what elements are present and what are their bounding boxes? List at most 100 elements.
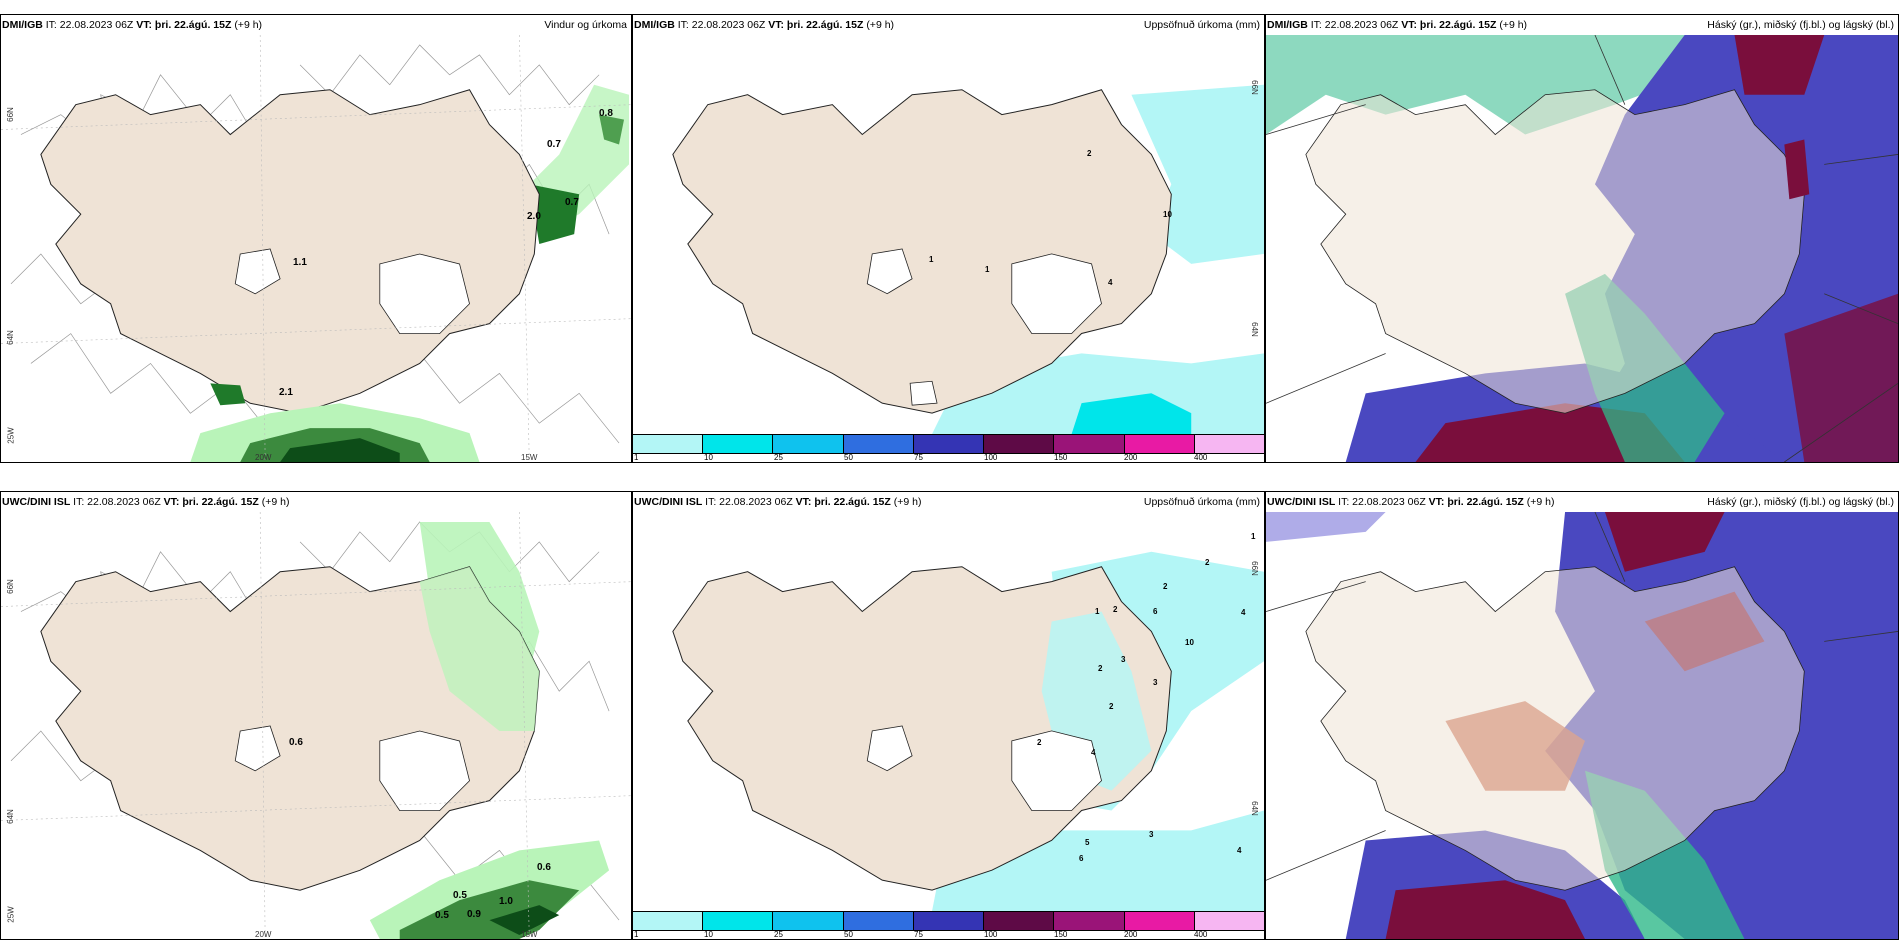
lead-time: (+9 h) xyxy=(866,19,895,31)
precip-value-label: 2 xyxy=(1109,702,1114,711)
precip-value-label: 1 xyxy=(985,265,990,274)
model-name: DMI/IGB xyxy=(2,19,43,31)
precip-value-label: 1 xyxy=(1095,607,1100,616)
colorbar-tick: 25 xyxy=(774,930,783,939)
lat-label-64n: 64N xyxy=(5,330,15,345)
panel-title: Háský (gr.), miðský (fj.bl.) og lágský (… xyxy=(1707,496,1894,508)
colorbar-swatch xyxy=(984,912,1055,930)
panel-title: Uppsöfnuð úrkoma (mm) xyxy=(1143,19,1260,31)
colorbar-tick: 1 xyxy=(634,453,639,462)
lat-label-64n: 64N xyxy=(1250,322,1260,337)
precip-value-label: 1 xyxy=(929,255,934,264)
init-time: IT: 22.08.2023 06Z xyxy=(705,496,793,508)
wind-precip-map xyxy=(1,512,631,939)
colorbar xyxy=(633,434,1264,454)
model-name: UWC/DINI ISL xyxy=(1267,496,1336,508)
panel-header: DMI/IGB IT: 22.08.2023 06Z VT: þri. 22.á… xyxy=(1266,15,1898,35)
panel-accum-precip-dmi: DMI/IGB IT: 22.08.2023 06Z VT: þri. 22.á… xyxy=(632,14,1265,463)
lon-label-25w: 25W xyxy=(6,427,16,444)
init-time: IT: 22.08.2023 06Z xyxy=(1310,19,1399,31)
valid-time: VT: þri. 22.ágú. 15Z xyxy=(136,19,232,31)
init-time: IT: 22.08.2023 06Z xyxy=(677,19,766,31)
precip-value-label: 0.9 xyxy=(467,909,481,920)
precip-value-label: 6 xyxy=(1153,607,1158,616)
lon-label-20w: 20W xyxy=(255,930,272,939)
lat-label-66n: 66N xyxy=(5,579,15,594)
colorbar-tick: 1 xyxy=(634,930,639,939)
colorbar-swatch xyxy=(1124,435,1195,453)
map-canvas xyxy=(633,35,1264,434)
init-time: IT: 22.08.2023 06Z xyxy=(1338,496,1426,508)
colorbar-swatch xyxy=(633,912,704,930)
precip-value-label: 4 xyxy=(1108,278,1113,287)
map-canvas xyxy=(1266,35,1898,462)
map-canvas xyxy=(1,35,631,462)
panel-clouds-uwc: UWC/DINI ISL IT: 22.08.2023 06Z VT: þri.… xyxy=(1265,491,1899,940)
colorbar-tick: 10 xyxy=(704,453,713,462)
precip-value-label: 0.6 xyxy=(537,862,551,873)
precip-value-label: 2 xyxy=(1113,605,1118,614)
colorbar-tick: 100 xyxy=(984,930,998,939)
precip-value-label: 1.1 xyxy=(293,257,307,268)
colorbar-swatch xyxy=(1054,912,1125,930)
panel-header: DMI/IGB IT: 22.08.2023 06Z VT: þri. 22.á… xyxy=(633,15,1264,35)
lat-label-66n: 66N xyxy=(5,107,15,122)
lead-time: (+9 h) xyxy=(893,496,922,508)
colorbar-tick: 25 xyxy=(774,453,783,462)
precip-value-label: 0.5 xyxy=(435,910,449,921)
panel-wind-precip-uwc: UWC/DINI ISL IT: 22.08.2023 06Z VT: þri.… xyxy=(0,491,632,940)
colorbar-tick: 150 xyxy=(1054,453,1068,462)
precip-value-label: 3 xyxy=(1153,678,1158,687)
accum-precip-map xyxy=(672,551,1264,911)
panel-title: Uppsöfnuð úrkoma (mm) xyxy=(1143,496,1260,508)
panel-header: UWC/DINI ISL IT: 22.08.2023 06Z VT: þri.… xyxy=(633,492,1264,512)
precip-value-label: 0.7 xyxy=(547,139,561,150)
precip-value-label: 4 xyxy=(1241,608,1246,617)
precip-value-label: 5 xyxy=(1085,838,1090,847)
colorbar-tick: 75 xyxy=(914,453,923,462)
lon-label-15w: 15W xyxy=(521,930,538,939)
colorbar-labels: 1 10 25 50 75 100 150 200 400 xyxy=(633,930,1264,939)
panel-header: UWC/DINI ISL IT: 22.08.2023 06Z VT: þri.… xyxy=(1,492,631,512)
lead-time: (+9 h) xyxy=(261,496,290,508)
precip-value-label: 0.7 xyxy=(565,197,579,208)
colorbar-tick: 200 xyxy=(1124,930,1138,939)
colorbar-swatch xyxy=(773,435,844,453)
precip-value-label: 0.6 xyxy=(289,737,303,748)
colorbar-swatch xyxy=(913,435,985,453)
colorbar-tick: 150 xyxy=(1054,930,1068,939)
lat-label-66n: 66N xyxy=(1250,561,1260,576)
valid-time: VT: þri. 22.ágú. 15Z xyxy=(1428,496,1524,508)
lead-time: (+9 h) xyxy=(1499,19,1528,31)
panel-header: DMI/IGB IT: 22.08.2023 06Z VT: þri. 22.á… xyxy=(1,15,631,35)
model-name: DMI/IGB xyxy=(1267,19,1308,31)
colorbar-tick: 400 xyxy=(1194,453,1208,462)
precip-value-label: 10 xyxy=(1185,638,1194,647)
panel-title: Vindur og úrkoma xyxy=(544,19,627,31)
precip-value-label: 1.0 xyxy=(499,896,513,907)
precip-value-label: 6 xyxy=(1079,854,1084,863)
precip-value-label: 3 xyxy=(1149,830,1154,839)
colorbar xyxy=(633,911,1264,931)
lon-label-25w: 25W xyxy=(6,906,16,923)
precip-value-label: 1 xyxy=(1251,532,1256,541)
model-name: UWC/DINI ISL xyxy=(2,496,71,508)
colorbar-tick: 10 xyxy=(704,930,713,939)
colorbar-tick: 50 xyxy=(844,930,853,939)
map-canvas xyxy=(1266,512,1898,939)
lon-label-20w: 20W xyxy=(255,453,272,462)
valid-time: VT: þri. 22.ágú. 15Z xyxy=(795,496,891,508)
lead-time: (+9 h) xyxy=(1526,496,1555,508)
colorbar-swatch xyxy=(843,435,914,453)
colorbar-swatch xyxy=(1054,435,1125,453)
colorbar-swatch xyxy=(773,912,844,930)
panel-accum-precip-uwc: UWC/DINI ISL IT: 22.08.2023 06Z VT: þri.… xyxy=(632,491,1265,940)
colorbar-swatch xyxy=(843,912,914,930)
model-name: DMI/IGB xyxy=(634,19,675,31)
colorbar-swatch xyxy=(1194,912,1264,930)
colorbar-swatch xyxy=(1194,435,1264,453)
map-canvas xyxy=(633,512,1264,911)
precip-value-label: 2 xyxy=(1087,149,1092,158)
wind-precip-map xyxy=(1,35,631,462)
valid-time: VT: þri. 22.ágú. 15Z xyxy=(163,496,259,508)
